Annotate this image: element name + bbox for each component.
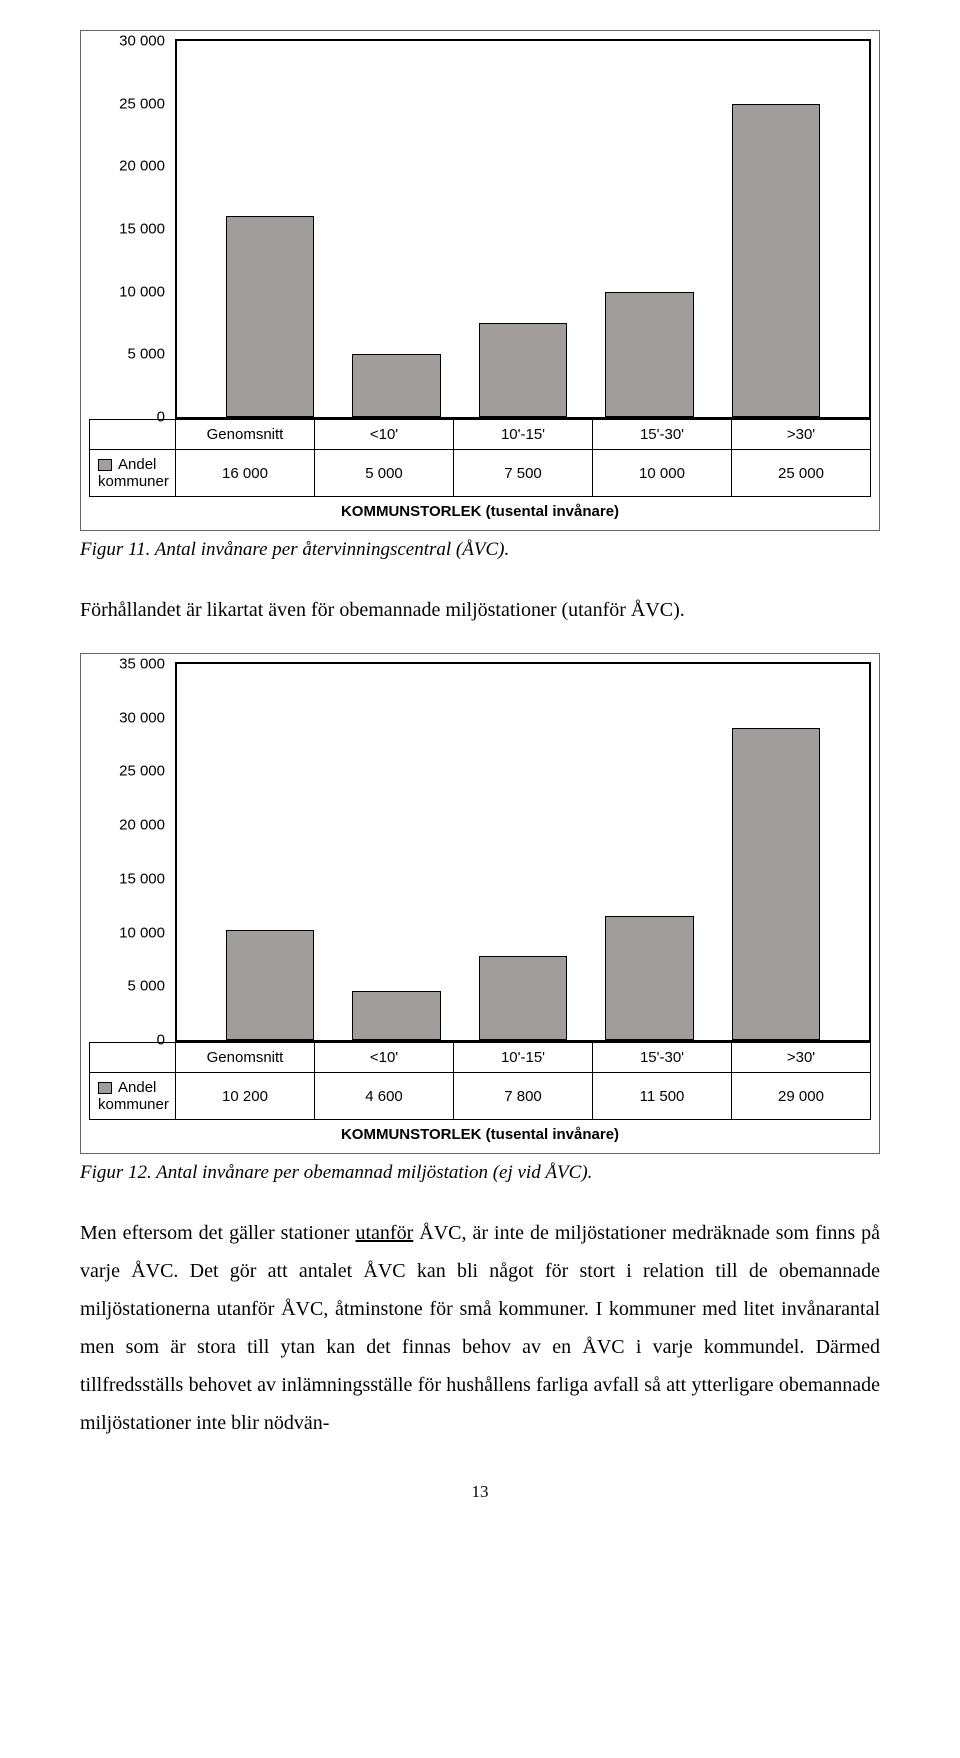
bar xyxy=(605,916,693,1040)
category-cell: Genomsnitt xyxy=(176,1043,315,1073)
category-cell: 10'-15' xyxy=(454,1043,593,1073)
bar xyxy=(352,991,440,1040)
y-tick-label: 15 000 xyxy=(119,870,177,887)
paragraph-2: Men eftersom det gäller stationer utanfö… xyxy=(80,1214,880,1442)
bar xyxy=(605,292,693,417)
y-tick-label: 30 000 xyxy=(119,709,177,726)
figure11-caption: Figur 11. Antal invånare per återvinning… xyxy=(80,539,880,561)
y-tick-label: 10 000 xyxy=(119,283,177,300)
value-cell: 10 000 xyxy=(593,450,732,497)
category-cell: <10' xyxy=(315,420,454,450)
chart2-legend-swatch xyxy=(98,1082,112,1094)
value-cell: 11 500 xyxy=(593,1073,732,1120)
underlined-word: utanför xyxy=(356,1222,414,1244)
bar xyxy=(732,104,820,417)
y-tick-label: 20 000 xyxy=(119,817,177,834)
category-cell: 15'-30' xyxy=(593,420,732,450)
bar xyxy=(226,930,314,1040)
value-cell: 25 000 xyxy=(732,450,871,497)
y-tick-label: 25 000 xyxy=(119,95,177,112)
chart1-legend-swatch xyxy=(98,459,112,471)
paragraph-1: Förhållandet är likartat även för obeman… xyxy=(80,591,880,629)
chart2-plot: 05 00010 00015 00020 00025 00030 00035 0… xyxy=(175,662,871,1042)
y-tick-label: 0 xyxy=(157,409,177,426)
value-cell: 16 000 xyxy=(176,450,315,497)
value-cell: 4 600 xyxy=(315,1073,454,1120)
category-cell: >30' xyxy=(732,1043,871,1073)
chart1-plot: 05 00010 00015 00020 00025 00030 000 xyxy=(175,39,871,419)
value-cell: 10 200 xyxy=(176,1073,315,1120)
y-tick-label: 5 000 xyxy=(127,346,177,363)
value-cell: 7 800 xyxy=(454,1073,593,1120)
chart1-data-table: Genomsnitt<10'10'-15'15'-30'>30' Andel k… xyxy=(89,419,871,497)
y-tick-label: 30 000 xyxy=(119,33,177,50)
chart2-data-table: Genomsnitt<10'10'-15'15'-30'>30' Andel k… xyxy=(89,1042,871,1120)
bar xyxy=(479,956,567,1040)
y-tick-label: 25 000 xyxy=(119,763,177,780)
chart1-x-caption: KOMMUNSTORLEK (tusental invånare) xyxy=(89,497,871,522)
bar xyxy=(479,323,567,417)
category-cell: >30' xyxy=(732,420,871,450)
chart1-container: ANTAL INVÅNARE PER ÅVC 05 00010 00015 00… xyxy=(80,30,880,531)
bar xyxy=(352,354,440,417)
y-tick-label: 10 000 xyxy=(119,924,177,941)
y-tick-label: 35 000 xyxy=(119,656,177,673)
category-cell: Genomsnitt xyxy=(176,420,315,450)
y-tick-label: 0 xyxy=(157,1032,177,1049)
chart2-container: ANTAL INVÅNARE PER MSTN 05 00010 00015 0… xyxy=(80,653,880,1154)
bar xyxy=(732,728,820,1040)
category-cell: 10'-15' xyxy=(454,420,593,450)
value-cell: 29 000 xyxy=(732,1073,871,1120)
category-cell: <10' xyxy=(315,1043,454,1073)
chart2-x-caption: KOMMUNSTORLEK (tusental invånare) xyxy=(89,1120,871,1145)
figure12-caption: Figur 12. Antal invånare per obemannad m… xyxy=(80,1162,880,1184)
value-cell: 5 000 xyxy=(315,450,454,497)
y-tick-label: 20 000 xyxy=(119,158,177,175)
category-cell: 15'-30' xyxy=(593,1043,732,1073)
y-tick-label: 15 000 xyxy=(119,221,177,238)
bar xyxy=(226,216,314,417)
page-number: 13 xyxy=(80,1482,880,1502)
y-tick-label: 5 000 xyxy=(127,978,177,995)
value-cell: 7 500 xyxy=(454,450,593,497)
